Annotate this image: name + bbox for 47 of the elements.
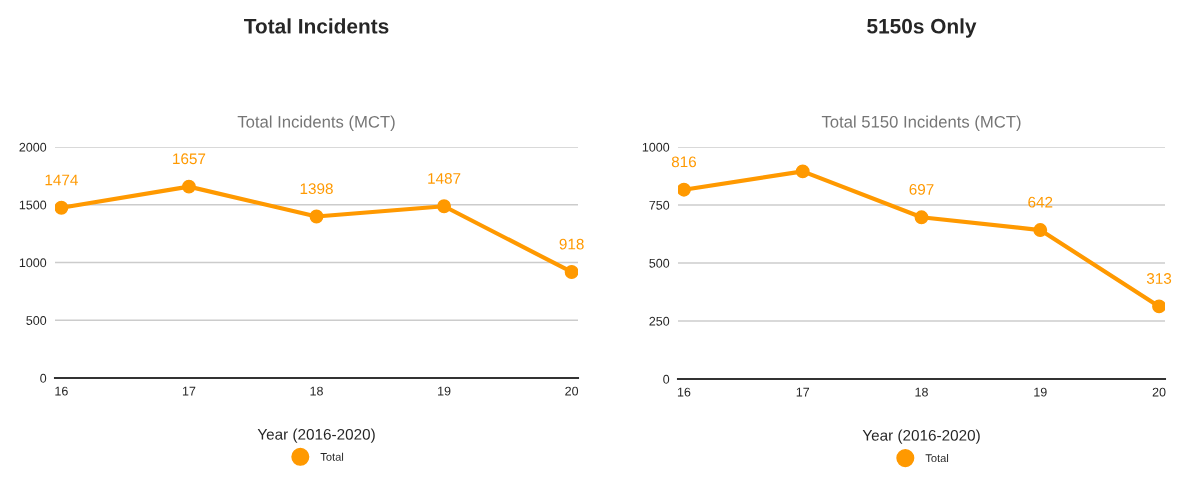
x-axis-title: Year (2016-2020)	[257, 428, 375, 443]
point	[309, 209, 324, 224]
x-tick-label: 16	[55, 386, 68, 396]
data-label: 697	[909, 184, 934, 195]
chart-subtitle: Total Incidents (MCT)	[237, 115, 395, 132]
point	[564, 265, 578, 279]
y-tick-label: 0	[40, 373, 47, 383]
data-label: 1474	[45, 174, 78, 186]
x-tick-label: 19	[1034, 387, 1047, 397]
data-label: 816	[671, 156, 697, 168]
point	[1033, 223, 1048, 238]
y-tick-label: 750	[649, 200, 670, 210]
y-tick-label: 0	[663, 374, 670, 384]
data-label: 1487	[428, 172, 461, 184]
y-tick-label: 1000	[19, 258, 47, 268]
chart-title: Total Incidents	[244, 18, 389, 34]
data-label: 1657	[173, 153, 206, 165]
legend-label: Total	[925, 453, 949, 463]
x-tick-label: 20	[565, 386, 579, 396]
point	[181, 179, 196, 194]
chart-title: 5150s Only	[867, 18, 977, 38]
y-tick-label: 500	[26, 316, 47, 325]
y-tick-label: 1500	[19, 200, 47, 210]
x-tick-label: 17	[796, 387, 810, 397]
x-tick-label: 16	[677, 387, 691, 397]
y-tick-label: 1000	[642, 142, 670, 152]
data-label: 642	[1028, 196, 1053, 208]
data-label: 1398	[300, 183, 333, 195]
x-tick-label: 17	[182, 386, 196, 396]
point	[1152, 299, 1165, 314]
y-tick-label: 250	[649, 316, 670, 326]
point	[437, 199, 452, 214]
x-tick-label: 19	[438, 386, 451, 396]
point	[678, 182, 691, 197]
x-axis-title: Year (2016-2020)	[862, 429, 980, 444]
data-label: 313	[1146, 273, 1172, 284]
x-tick-label: 18	[915, 387, 928, 397]
legend-label: Total	[320, 452, 344, 461]
y-tick-label: 500	[649, 258, 670, 268]
x-tick-label: 18	[310, 386, 323, 396]
chart-subtitle: Total 5150 Incidents (MCT)	[821, 115, 1021, 132]
y-tick-label: 2000	[19, 142, 47, 152]
data-label: 918	[559, 238, 584, 250]
point	[55, 200, 69, 215]
point	[914, 210, 929, 225]
x-tick-label: 20	[1152, 387, 1166, 397]
point	[795, 164, 810, 179]
